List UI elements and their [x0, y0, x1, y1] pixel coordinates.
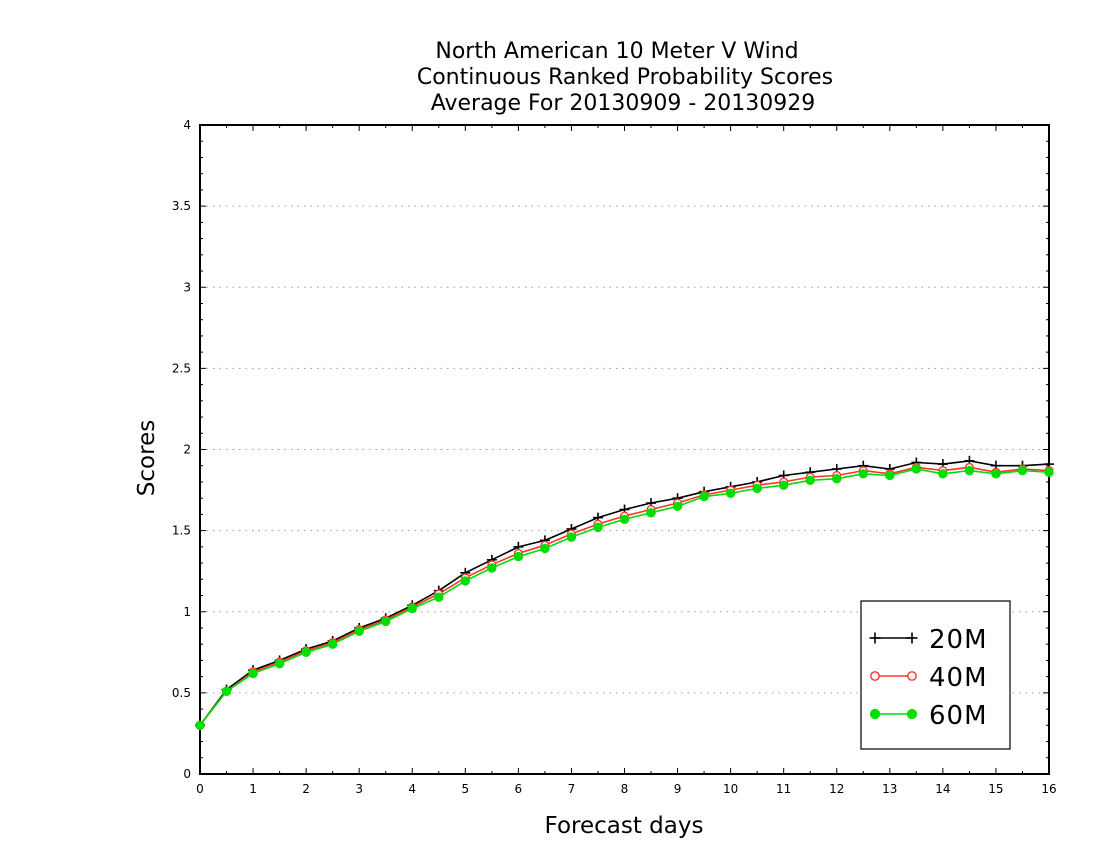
- y-tick-label-4: 2: [183, 443, 191, 457]
- legend-box: [860, 600, 1011, 750]
- x-tick-label-6: 6: [515, 782, 523, 796]
- y-tick-label-2: 1: [183, 605, 191, 619]
- x-tick-label-9: 9: [674, 782, 682, 796]
- point-60M-28: [938, 469, 948, 479]
- series-60M: [195, 464, 1054, 731]
- x-axis-ticks: 0 1 2 3 4 5 6 7 8 9 10 11 12 13 14 15 16: [196, 125, 1057, 796]
- y-tick-label-7: 3.5: [172, 199, 191, 213]
- y-tick-label-1: 0.5: [172, 686, 191, 700]
- chart-title-line-1: North American 10 Meter V Wind: [435, 39, 798, 64]
- point-60M-25: [858, 469, 868, 479]
- chart-title-line-3: Average For 20130909 - 20130929: [431, 91, 816, 116]
- x-tick-label-7: 7: [568, 782, 576, 796]
- x-tick-label-3: 3: [355, 782, 363, 796]
- legend-marker-left-60M: [869, 708, 881, 720]
- point-60M-0: [195, 720, 205, 731]
- point-60M-3: [274, 658, 285, 669]
- x-tick-label-12: 12: [829, 782, 844, 796]
- chart-title-line-2: Continuous Ranked Probability Scores: [417, 65, 833, 90]
- point-60M-26: [885, 470, 895, 481]
- x-tick-label-10: 10: [723, 782, 738, 796]
- x-tick-label-0: 0: [196, 782, 204, 796]
- legend-marker-right-60M: [906, 708, 918, 720]
- y-axis-title: Scores: [134, 420, 160, 496]
- point-60M-16: [619, 514, 630, 524]
- legend-marker-left-20M: [869, 632, 881, 644]
- x-tick-label-5: 5: [461, 782, 469, 796]
- legend-marker-left-40M: [870, 671, 880, 681]
- point-60M-12: [513, 551, 524, 562]
- point-60M-24: [832, 474, 842, 484]
- point-60M-20: [725, 488, 736, 499]
- point-60M-18: [672, 501, 683, 511]
- x-tick-label-11: 11: [776, 782, 791, 796]
- x-tick-label-16: 16: [1041, 782, 1056, 796]
- chart-title: North American 10 Meter V Wind Continuou…: [417, 39, 833, 116]
- point-60M-4: [301, 647, 311, 658]
- point-60M-9: [434, 592, 444, 602]
- y-tick-label-8: 4: [183, 118, 191, 132]
- point-60M-17: [646, 508, 656, 518]
- point-60M-14: [566, 532, 577, 542]
- point-60M-22: [778, 480, 789, 490]
- point-60M-21: [752, 483, 762, 494]
- point-60M-30: [991, 469, 1001, 479]
- y-tick-label-3: 1.5: [172, 524, 191, 538]
- x-axis-title: Forecast days: [545, 813, 704, 839]
- point-60M-23: [805, 475, 815, 486]
- point-60M-13: [540, 543, 550, 554]
- legend-marker-right-40M: [907, 671, 917, 681]
- point-60M-11: [487, 563, 497, 573]
- point-60M-2: [248, 668, 258, 679]
- legend-marker-right-20M: [906, 632, 918, 644]
- legend: 20M 40M 60M: [860, 600, 1011, 750]
- legend-label-20M: 20M: [929, 625, 988, 655]
- point-60M-19: [699, 491, 709, 502]
- point-60M-15: [593, 522, 603, 533]
- point-60M-29: [964, 465, 975, 476]
- point-60M-31: [1017, 465, 1028, 476]
- point-60M-1: [221, 686, 232, 696]
- point-60M-7: [381, 616, 391, 627]
- y-tick-label-5: 2.5: [172, 361, 191, 375]
- x-tick-label-8: 8: [621, 782, 629, 796]
- legend-label-40M: 40M: [929, 663, 988, 693]
- point-60M-5: [327, 639, 338, 649]
- legend-label-60M: 60M: [929, 701, 988, 731]
- x-tick-label-14: 14: [935, 782, 950, 796]
- x-tick-label-1: 1: [249, 782, 257, 796]
- data-series: [195, 455, 1054, 731]
- x-tick-label-2: 2: [302, 782, 310, 796]
- point-60M-32: [1044, 467, 1054, 477]
- point-60M-8: [407, 603, 417, 614]
- x-tick-label-13: 13: [882, 782, 897, 796]
- x-tick-label-4: 4: [408, 782, 416, 796]
- y-tick-label-0: 0: [183, 767, 191, 781]
- point-60M-6: [354, 626, 364, 636]
- point-60M-10: [460, 576, 471, 586]
- x-tick-label-15: 15: [988, 782, 1003, 796]
- y-tick-label-6: 3: [183, 280, 191, 294]
- point-60M-27: [911, 464, 922, 474]
- y-axis-ticks: 0 0.5 1 1.5 2 2.5 3 3.5 4: [172, 118, 1049, 781]
